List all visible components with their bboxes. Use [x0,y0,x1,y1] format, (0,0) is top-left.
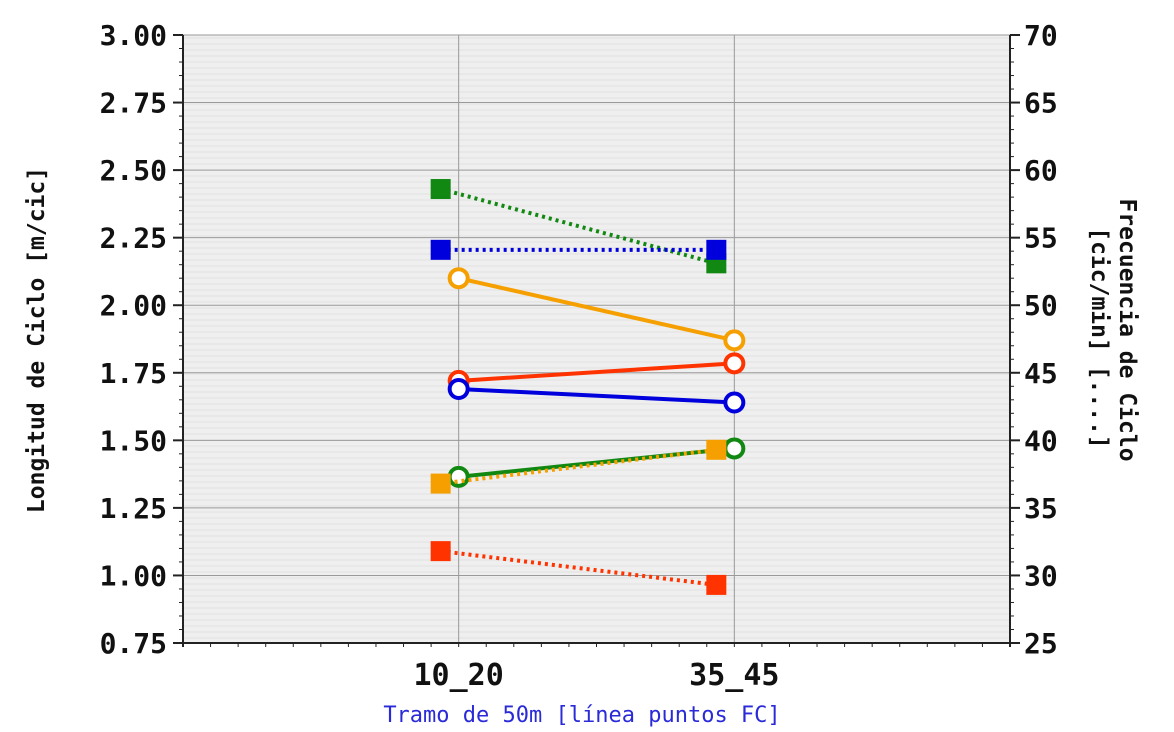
series-frequency-line [430,439,727,494]
data-point-square [430,179,451,200]
series-segment [458,386,735,405]
right-tick-label: 60 [1024,154,1058,187]
series-frequency-line [430,541,727,595]
data-point-square [706,439,727,460]
data-point-square [430,541,451,562]
left-tick-label: 2.00 [100,289,167,322]
right-tick-label: 55 [1024,222,1058,255]
data-point-circle [723,329,746,352]
right-tick-label: 25 [1024,627,1058,660]
data-point-circle [447,377,470,400]
left-tick-label: 1.25 [100,492,167,525]
data-point-circle [447,267,470,290]
series-frequency-line [430,239,727,260]
data-point-square [706,574,727,595]
left-tick-label: 2.50 [100,154,167,187]
right-tick-label: 40 [1024,424,1058,457]
data-point-square [430,473,451,494]
category-label: 10_20 [414,658,504,693]
series-length-line [447,377,746,414]
right-tick-label: 35 [1024,492,1058,525]
data-point-circle [723,437,746,460]
category-labels: 10_20 35_45 [414,658,780,693]
right-axis-title-line2: [cic/min] [....] [1086,227,1112,449]
data-point-circle [447,465,470,488]
series-segment [458,276,735,343]
right-axis-title-line1: Frecuencia de Ciclo [1114,198,1140,461]
right-tick-label: 45 [1024,357,1058,390]
series-segment [458,446,735,479]
grid [183,34,1010,644]
x-axis-title: Tramo de 50m [línea puntos FC] [383,703,780,728]
left-tick-label: 2.75 [100,87,167,120]
right-axis-ticks: 70 65 60 55 50 45 40 35 30 25 [1010,19,1058,660]
plot-area [183,35,1010,643]
right-tick-label: 65 [1024,87,1058,120]
data-point-square [430,239,451,260]
series-segment [458,361,735,383]
series-length-line [447,267,746,352]
right-tick-label: 30 [1024,559,1058,592]
left-tick-label: 2.25 [100,222,167,255]
left-tick-label: 1.50 [100,424,167,457]
series-segment [440,549,717,587]
left-tick-label: 0.75 [100,627,167,660]
data-point-square [706,239,727,260]
left-tick-label: 1.00 [100,559,167,592]
plot-background [183,35,1010,643]
left-tick-label: 3.00 [100,19,167,52]
category-label: 35_45 [689,658,779,693]
data-point-circle [723,391,746,414]
left-tick-label: 1.75 [100,357,167,390]
series-segment [440,447,717,486]
left-axis-title: Longitud de Ciclo [m/cic] [24,167,50,513]
right-tick-label: 70 [1024,19,1058,52]
right-tick-label: 50 [1024,289,1058,322]
series-layer [430,179,746,595]
left-axis-ticks: 3.00 2.75 2.50 2.25 2.00 1.75 1.50 1.25 1.00 0.75 [100,19,183,660]
series-segment [440,187,717,266]
data-point-circle [723,352,746,375]
